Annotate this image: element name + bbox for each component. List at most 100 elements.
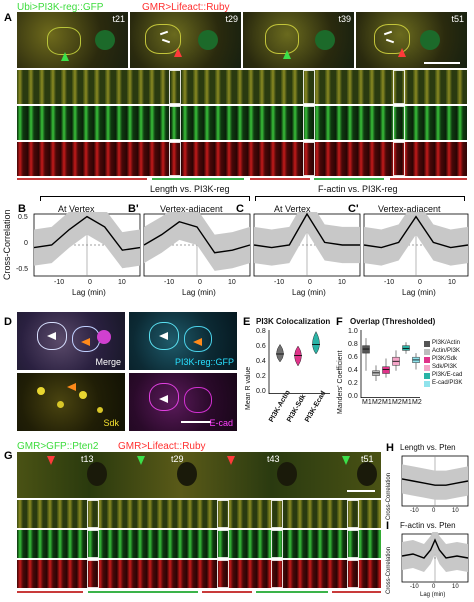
legend-swatch bbox=[424, 349, 430, 355]
panel-c-prime-title: Vertex-adjacent bbox=[378, 204, 441, 214]
legend-swatch bbox=[424, 365, 430, 371]
chart-c-prime bbox=[363, 212, 469, 277]
xtick: -10 bbox=[410, 508, 419, 514]
ytick-f: 0.6 bbox=[348, 354, 358, 361]
micrograph-a-t51: t51 bbox=[356, 12, 467, 68]
bracket-length bbox=[40, 196, 250, 201]
kymograph-g-red bbox=[17, 560, 381, 588]
timestamp-t51: t51 bbox=[361, 454, 374, 464]
legend-swatch bbox=[424, 381, 430, 387]
panel-g-title-green: GMR>GFP::Pten2 bbox=[17, 441, 99, 452]
confidence-band bbox=[364, 212, 468, 266]
xtick: -10 bbox=[384, 279, 395, 286]
panel-label-h: H bbox=[386, 442, 394, 454]
arrowhead-green-icon bbox=[342, 456, 350, 465]
ytick-b: 0.5 bbox=[18, 214, 28, 221]
ytick-e: 0.8 bbox=[256, 328, 266, 335]
legend-item: PI3K/Actin bbox=[432, 340, 461, 346]
panel-i-title: F-actin vs. Pten bbox=[400, 521, 456, 530]
xtick: 10 bbox=[452, 584, 459, 590]
arrowhead-green-icon bbox=[61, 52, 69, 61]
ytick-f: 1.0 bbox=[348, 328, 358, 335]
legend-item: PI3K/Sdk bbox=[432, 356, 458, 362]
kymograph-red bbox=[17, 142, 467, 176]
confidence-band bbox=[144, 212, 250, 271]
series-line bbox=[401, 478, 469, 486]
legend-swatch bbox=[424, 373, 430, 379]
ytick-f: 0.2 bbox=[348, 380, 358, 387]
xtick: 0 bbox=[432, 584, 436, 590]
label-pi3k-reg-gfp: PI3K-reg::GFP bbox=[174, 357, 234, 367]
xtick: 10 bbox=[452, 508, 459, 514]
legend-item: Sdk/PI3K bbox=[432, 364, 458, 370]
time-bar-green bbox=[88, 591, 198, 593]
legend-item: E-cad/PI3K bbox=[432, 380, 463, 386]
panel-e-title: PI3K Colocalization bbox=[256, 317, 331, 326]
xtick: -10 bbox=[274, 279, 285, 286]
label-merge: Merge bbox=[95, 357, 121, 367]
arrowhead-orange-icon bbox=[67, 383, 76, 391]
panel-label-d: D bbox=[4, 316, 12, 328]
time-bar-green bbox=[256, 591, 328, 593]
chart-b-prime bbox=[143, 212, 251, 277]
time-bar-red bbox=[17, 178, 147, 180]
xtick: -10 bbox=[164, 279, 175, 286]
panel-label-e: E bbox=[243, 316, 251, 328]
panel-a-title-green: Ubi>PI3K-reg::GFP bbox=[17, 2, 104, 13]
xtick: 10 bbox=[118, 279, 126, 286]
panel-b-prime-title: Vertex-adjacent bbox=[160, 204, 223, 214]
confidence-band bbox=[34, 212, 140, 269]
arrowhead-red-icon bbox=[47, 456, 55, 465]
panel-label-a: A bbox=[4, 12, 12, 24]
time-bar-red bbox=[390, 178, 467, 180]
xtick: 0 bbox=[88, 279, 92, 286]
box-PI3K/Sdk bbox=[382, 366, 390, 374]
chart-i bbox=[401, 532, 469, 583]
arrowhead-white-icon bbox=[159, 332, 168, 340]
timestamp-t29: t29 bbox=[171, 454, 184, 464]
timestamp-t51: t51 bbox=[451, 14, 464, 24]
ytick-b: 0 bbox=[24, 240, 28, 247]
micrograph-a-t39: t39 bbox=[243, 12, 354, 68]
xtick-f: M1 bbox=[362, 399, 372, 406]
xtick: 0 bbox=[308, 279, 312, 286]
panel-label-b-prime: B' bbox=[128, 203, 139, 215]
time-bar-green bbox=[152, 178, 244, 180]
kymograph-green bbox=[17, 106, 467, 140]
arrowhead-orange-icon bbox=[81, 338, 90, 346]
panel-label-i: I bbox=[386, 520, 390, 532]
xtick: -10 bbox=[410, 584, 419, 590]
xtick-e: PI3K-Ecad bbox=[304, 390, 328, 424]
xtick-f: M2 bbox=[412, 399, 422, 406]
legend-swatch bbox=[424, 357, 430, 363]
series-line bbox=[401, 538, 469, 559]
panel-e-ylabel: Mean R value bbox=[245, 366, 252, 410]
xlabel-b: Lag (min) bbox=[72, 288, 106, 297]
cc-ylabel: Cross-Correlation bbox=[2, 209, 12, 280]
micrograph-g-timelapse: t13 t29 t43 t51 bbox=[17, 452, 381, 498]
time-bar-red bbox=[332, 591, 381, 593]
kymograph-merge bbox=[17, 70, 467, 104]
arrowhead-white-icon bbox=[159, 395, 168, 403]
panel-label-c: C bbox=[236, 203, 244, 215]
xtick: 0 bbox=[432, 508, 436, 514]
label-length-vs-pi3k: Length vs. PI3K-reg bbox=[150, 184, 230, 194]
time-bar-red bbox=[250, 178, 310, 180]
xtick: -10 bbox=[54, 279, 65, 286]
timestamp-t21: t21 bbox=[112, 14, 125, 24]
arrowhead-white-icon bbox=[47, 332, 56, 340]
chart-f bbox=[360, 330, 420, 398]
kymograph-g-merge bbox=[17, 500, 381, 528]
arrowhead-red-icon bbox=[227, 456, 235, 465]
legend-swatch bbox=[424, 341, 430, 347]
panel-f-title: Overlap (Thresholded) bbox=[350, 317, 436, 326]
legend-f: PI3K/Actin Actin/PI3K PI3K/Sdk Sdk/PI3K … bbox=[424, 340, 472, 388]
micrograph-d-merge: Merge bbox=[17, 312, 125, 370]
label-sdk: Sdk bbox=[103, 418, 119, 428]
xtick-f: M1 bbox=[382, 399, 392, 406]
series-line bbox=[363, 215, 469, 249]
time-bar-red bbox=[202, 591, 252, 593]
xlabel-c-prime: Lag (min) bbox=[402, 288, 436, 297]
xlabel-c: Lag (min) bbox=[292, 288, 326, 297]
arrowhead-green-icon bbox=[137, 456, 145, 465]
